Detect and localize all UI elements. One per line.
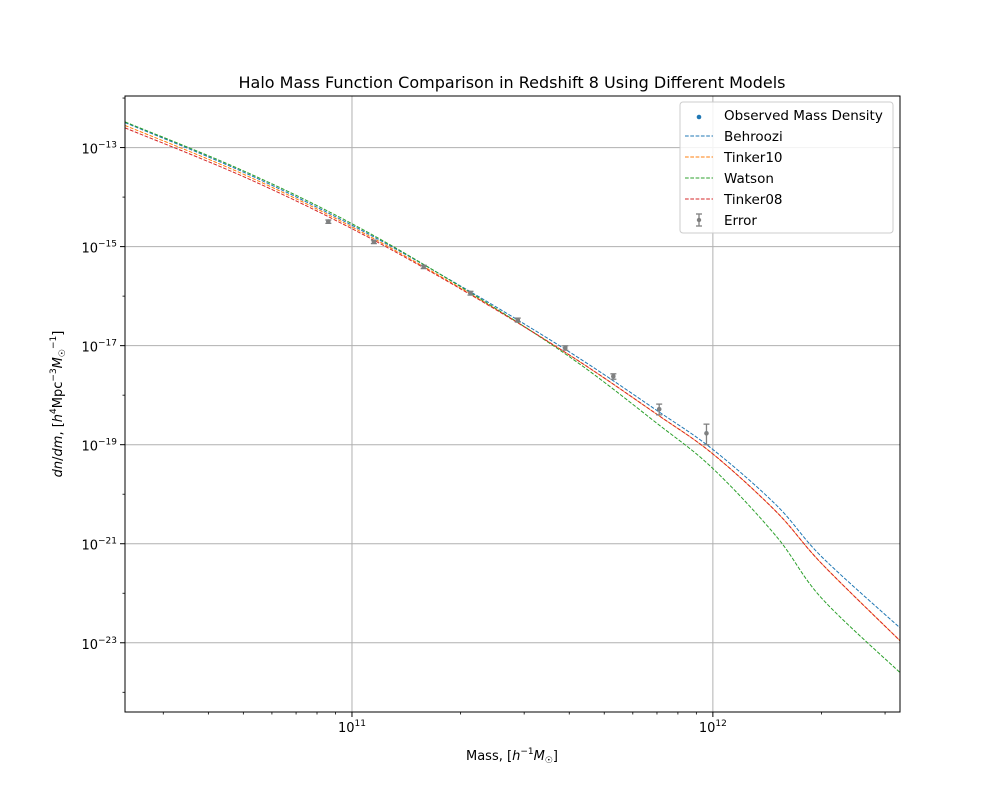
series-lines — [125, 121, 900, 673]
series-line-behroozi — [125, 122, 900, 629]
legend-label: Observed Mass Density — [724, 108, 883, 124]
error-point-top — [371, 239, 377, 245]
plot-frame — [124, 95, 901, 713]
error-point-top — [326, 219, 331, 224]
legend-label: Error — [724, 213, 757, 229]
error-point-top — [468, 290, 473, 296]
legend-box — [679, 101, 894, 234]
observed-points — [326, 219, 709, 436]
legend-marker-error — [696, 217, 702, 223]
x-axis-label: Mass, [h−1M☉] — [466, 747, 558, 766]
y-tick-label: 10−19 — [81, 438, 117, 455]
legend-label: Behroozi — [724, 129, 783, 145]
error-point-top — [704, 431, 709, 436]
legend-marker-observed — [696, 114, 702, 120]
error-point-top — [515, 317, 520, 323]
y-tick-label: 10−23 — [81, 636, 117, 653]
error-point-top — [563, 345, 568, 351]
legend-label: Tinker08 — [723, 192, 783, 208]
y-tick-label: 10−17 — [81, 339, 117, 356]
y-tick-label: 10−15 — [81, 240, 117, 257]
error-point-top — [421, 264, 426, 270]
x-tick-label: 1012 — [699, 719, 727, 736]
series-line-tinker08 — [125, 127, 900, 642]
error-point-top — [611, 374, 616, 379]
y-tick-label: 10−21 — [81, 537, 117, 554]
axis-ticks: 1011 1012 10−13 10−15 10−17 10−19 10−21 10−23 — [81, 97, 886, 736]
x-tick-label: 1011 — [338, 719, 366, 736]
series-line-watson — [125, 121, 900, 673]
legend-label: Tinker10 — [723, 150, 783, 166]
grid — [125, 96, 900, 712]
plot-area — [125, 121, 900, 673]
legend-label: Watson — [724, 171, 774, 187]
legend: Observed Mass Density Behroozi Tinker10 Wat… — [679, 101, 894, 234]
y-tick-label: 10−13 — [81, 141, 117, 158]
error-point-top — [656, 407, 662, 412]
y-axis-label: dn/dm, [h4Mpc−3M☉−1] — [49, 331, 68, 478]
chart-title: Halo Mass Function Comparison in Redshif… — [239, 73, 786, 92]
